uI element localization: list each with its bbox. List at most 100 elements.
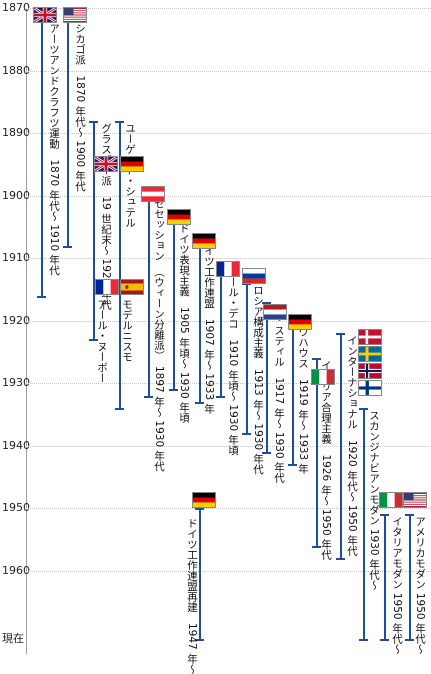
timeline-bar-expressionism: [173, 220, 175, 390]
year-gridline: [26, 8, 431, 9]
timeline-bar-cap: [115, 120, 124, 123]
movement-label-jugendstil: ユーゲント・シュテル: [124, 122, 136, 228]
year-tick-label: 1870: [2, 1, 30, 14]
finland-flag-icon: [359, 381, 381, 395]
timeline-bar-cap: [89, 120, 98, 123]
timeline-bar-cap: [144, 395, 153, 398]
year-tick-label: 1890: [2, 126, 30, 139]
year-gridline: [26, 445, 431, 447]
year-tick-label: 1940: [2, 438, 30, 452]
netherlands-flag-icon: [264, 305, 286, 319]
timeline-bar-cap: [380, 639, 389, 642]
timeline-bar-cap: [405, 639, 414, 642]
movement-label-scandinavian-modern: スカンジナビアンモダン 1930 年代～: [368, 410, 380, 591]
timeline-bar-cap: [336, 333, 345, 335]
year-gridline: [26, 258, 431, 259]
year-tick-label: 1950: [2, 501, 30, 514]
movement-label-de-stijl: デ・スティル 1917 年～ 1930 年代: [273, 303, 285, 483]
movement-label-expressionism: ドイツ表現主義 1905 年頃～ 1930 年頃: [178, 222, 190, 423]
movement-label-italian-modern: イタリアモダン 1950 年代～: [391, 516, 403, 655]
timeline-bar-jugendstil: [119, 120, 121, 408]
sweden-flag-icon: [359, 347, 381, 361]
year-tick-label: 現在: [2, 632, 24, 646]
germany-flag-icon: [193, 493, 215, 507]
movement-label-american-modern: アメリカモダン 1950 年代～: [414, 516, 426, 655]
timeline-bar-cap: [359, 639, 368, 642]
timeline-bar-art-deco: [220, 264, 222, 396]
timeline-bar-cap: [336, 558, 345, 560]
year-tick-label: 1910: [2, 251, 30, 264]
year-gridline: [26, 508, 431, 509]
timeline-bar-scandinavian-modern: [363, 408, 365, 640]
movement-label-arts-and-crafts: アーツアンドクラフツ運動 1870 年代～ 1910 年代: [48, 22, 60, 275]
italy-flag-icon: [380, 493, 402, 507]
timeline-bar-cap: [63, 245, 72, 248]
denmark-flag-icon: [359, 330, 381, 344]
timeline-bar-bauhaus: [292, 314, 294, 465]
movement-label-werkbund: ドイツ工作連盟 1907 年～ 1933 年: [203, 235, 215, 414]
movement-label-art-nouveau: アール・ヌーボー: [96, 299, 108, 383]
movement-label-rationalism: イタリア合理主義 1926 年～ 1950 年代: [320, 360, 332, 560]
timeline-bar-italian-modern: [384, 514, 386, 640]
germany-flag-icon: [121, 157, 143, 171]
year-gridline: [26, 195, 431, 197]
timeline-bar-cap: [195, 639, 204, 642]
timeline-bar-cap: [37, 295, 46, 298]
movement-label-secession: ゼセッション （ウィーン分離派） 1897 年～ 1930 年代: [153, 197, 165, 471]
italy-flag-icon: [312, 370, 334, 384]
year-tick-label: 1880: [2, 63, 30, 77]
timeline-bar-cap: [195, 401, 204, 404]
austria-flag-icon: [142, 187, 164, 201]
timeline-bar-international-style: [340, 333, 342, 558]
timeline-bar-cap: [115, 408, 124, 410]
timeline-bar-glasgow-school: [93, 120, 95, 340]
timeline-bar-constructivism: [246, 283, 248, 433]
timeline-bar-werkbund-revival: [199, 508, 201, 640]
timeline-bar-cap: [288, 464, 297, 467]
timeline-bar-cap: [312, 358, 321, 360]
year-gridline: [26, 320, 431, 322]
timeline-bar-cap: [242, 433, 251, 435]
year-tick-label: 1930: [2, 376, 30, 389]
year-gridline: [26, 383, 431, 384]
us-flag-icon: [404, 493, 426, 507]
year-tick-label: 1900: [2, 188, 30, 202]
germany-flag-icon: [168, 210, 190, 224]
timeline-bar-arts-and-crafts: [41, 20, 43, 296]
year-gridline: [26, 70, 431, 72]
france-flag-icon: [96, 280, 118, 294]
movement-label-art-deco: アール・デコ 1910 年頃～ 1930 年頃: [227, 266, 239, 456]
germany-flag-icon: [289, 315, 311, 329]
timeline-bar-cap: [169, 389, 178, 392]
timeline-bar-cap: [405, 514, 414, 517]
timeline-bar-chicago-school: [67, 20, 69, 246]
year-tick-label: 1920: [2, 313, 30, 327]
timeline-bar-secession: [148, 195, 150, 396]
movement-label-werkbund-revival: ドイツ工作連盟再建 1947 年～: [186, 518, 198, 674]
timeline-bar-cap: [380, 514, 389, 517]
timeline-bar-werkbund: [199, 233, 201, 402]
year-gridline: [26, 570, 431, 572]
us-flag-icon: [64, 8, 86, 22]
timeline-bar-cap: [195, 508, 204, 510]
year-axis: [26, 8, 27, 654]
france-flag-icon: [217, 262, 239, 276]
year-gridline: [26, 133, 431, 134]
uk-flag-icon: [34, 8, 56, 22]
norway-flag-icon: [359, 364, 381, 378]
movement-label-modernisme: モデルニスモ: [121, 299, 133, 362]
timeline-bar-cap: [262, 451, 271, 454]
movement-label-chicago-school: シカゴ派 1870 年代～ 1900 年代: [74, 22, 86, 191]
year-tick-label: 1960: [2, 563, 30, 577]
timeline-bar-cap: [89, 339, 98, 342]
timeline-bar-cap: [242, 283, 251, 285]
timeline-bar-cap: [312, 545, 321, 548]
movement-label-bauhaus: バウハウス 1919 年～ 1933 年: [297, 316, 309, 475]
spain-flag-icon: [121, 280, 143, 294]
timeline-bar-rationalism: [316, 358, 318, 546]
uk-flag-icon: [95, 157, 117, 171]
timeline-bar-cap: [359, 408, 368, 410]
timeline-bar-american-modern: [409, 514, 411, 640]
timeline-bar-cap: [262, 301, 271, 304]
